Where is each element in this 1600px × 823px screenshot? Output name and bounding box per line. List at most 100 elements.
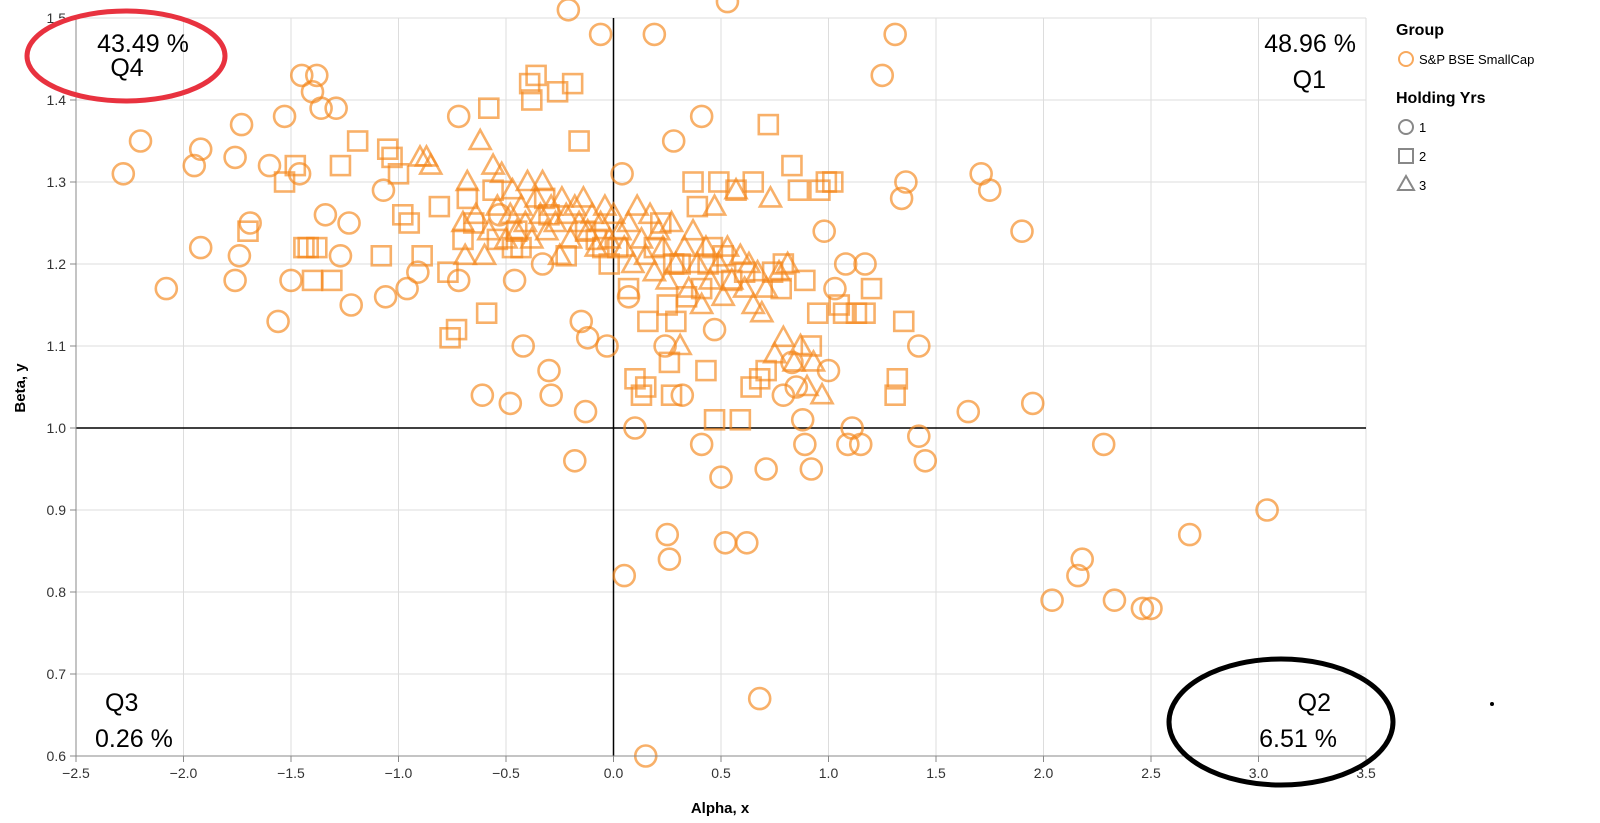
- point-square: [376, 138, 399, 160]
- point-circle: [188, 137, 213, 161]
- q2-highlight-ellipse: [1166, 656, 1396, 788]
- point-square: [892, 310, 915, 333]
- point-circle: [575, 325, 600, 350]
- point-square: [305, 236, 328, 259]
- point-triangle: [523, 184, 549, 208]
- point-circle: [287, 162, 312, 186]
- point-circle: [128, 129, 153, 153]
- point-square: [475, 302, 498, 325]
- point-square: [525, 64, 547, 87]
- x-axis-title: Alpha, x: [691, 800, 750, 817]
- point-square: [561, 72, 584, 95]
- y-tick-label: 0.6: [47, 748, 67, 764]
- point-circle: [279, 268, 303, 293]
- q2-label: Q2: [1298, 689, 1331, 717]
- point-square: [477, 97, 500, 119]
- point-triangle: [762, 340, 788, 364]
- point-circle: [689, 432, 714, 457]
- point-triangle: [611, 233, 637, 257]
- point-circle: [324, 96, 348, 120]
- point-circle: [853, 252, 877, 276]
- point-circle: [709, 465, 733, 490]
- point-triangle: [624, 192, 650, 216]
- point-triangle: [600, 201, 627, 225]
- q1-label: Q1: [1293, 66, 1326, 94]
- x-tick-label: 2.0: [1034, 765, 1054, 781]
- point-triangle: [757, 184, 784, 208]
- x-tick-label: 0.0: [604, 765, 624, 781]
- x-tick-label: −2.5: [62, 765, 90, 781]
- point-circle: [539, 383, 563, 408]
- point-square: [757, 113, 780, 136]
- point-circle: [784, 375, 809, 399]
- point-square: [439, 326, 461, 349]
- point-circle: [569, 309, 594, 334]
- point-circle: [836, 432, 860, 457]
- point-triangle: [706, 250, 732, 274]
- point-square: [482, 179, 504, 201]
- point-triangle: [809, 381, 835, 405]
- point-triangle: [731, 274, 758, 298]
- point-triangle: [658, 209, 685, 233]
- point-triangle: [774, 250, 801, 274]
- point-square: [660, 384, 683, 407]
- point-square: [832, 302, 855, 325]
- point-circle: [790, 407, 815, 432]
- point-triangle: [641, 258, 668, 282]
- point-circle: [1177, 522, 1202, 547]
- point-triangle: [463, 201, 489, 225]
- point-circle: [266, 309, 290, 334]
- point-square: [387, 163, 410, 185]
- q4-percent: 43.49 %: [97, 30, 189, 58]
- x-tick-label: −1.0: [385, 765, 413, 781]
- x-tick-label: 1.5: [926, 765, 946, 781]
- point-circle: [289, 63, 314, 88]
- legend-square-icon: [1398, 148, 1414, 164]
- legend-group-title: Group: [1396, 22, 1444, 39]
- point-circle: [556, 0, 581, 22]
- point-circle: [1102, 588, 1127, 613]
- point-circle: [182, 153, 207, 178]
- point-square: [729, 408, 752, 431]
- point-circle: [612, 563, 637, 588]
- x-tick-label: 3.0: [1249, 765, 1269, 781]
- point-circle: [793, 432, 817, 457]
- x-tick-label: −1.5: [277, 765, 305, 781]
- point-triangle: [615, 209, 642, 233]
- point-triangle: [753, 274, 779, 298]
- point-triangle: [547, 242, 573, 266]
- point-triangle: [549, 184, 575, 208]
- point-circle: [595, 334, 619, 358]
- legend-circle-icon: [1398, 119, 1414, 135]
- point-triangle: [628, 225, 655, 249]
- point-circle: [1070, 547, 1094, 572]
- q2-percent: 6.51 %: [1259, 725, 1337, 753]
- point-square: [821, 171, 844, 193]
- point-triangle: [452, 242, 478, 266]
- point-circle: [616, 284, 641, 309]
- point-triangle: [570, 184, 597, 208]
- point-triangle: [650, 233, 676, 257]
- x-tick-label: 0.5: [711, 765, 731, 781]
- point-triangle: [637, 201, 663, 225]
- gridlines: [75, 17, 1367, 757]
- q1-percent: 48.96 %: [1264, 30, 1356, 58]
- point-circle: [537, 358, 561, 383]
- point-square: [568, 130, 590, 152]
- point-circle: [747, 686, 772, 711]
- point-circle: [715, 0, 740, 14]
- point-square: [884, 384, 906, 407]
- point-circle: [610, 162, 634, 186]
- point-circle: [870, 63, 895, 88]
- point-triangle: [800, 348, 827, 372]
- point-circle: [223, 145, 247, 170]
- point-triangle: [693, 233, 719, 257]
- point-square: [329, 154, 352, 177]
- point-circle: [894, 170, 918, 194]
- point-triangle: [723, 176, 749, 200]
- legend-shape-label-3: 3: [1419, 178, 1426, 193]
- point-circle: [913, 448, 938, 473]
- point-circle: [883, 22, 907, 47]
- point-circle: [470, 383, 495, 408]
- point-circle: [823, 276, 847, 301]
